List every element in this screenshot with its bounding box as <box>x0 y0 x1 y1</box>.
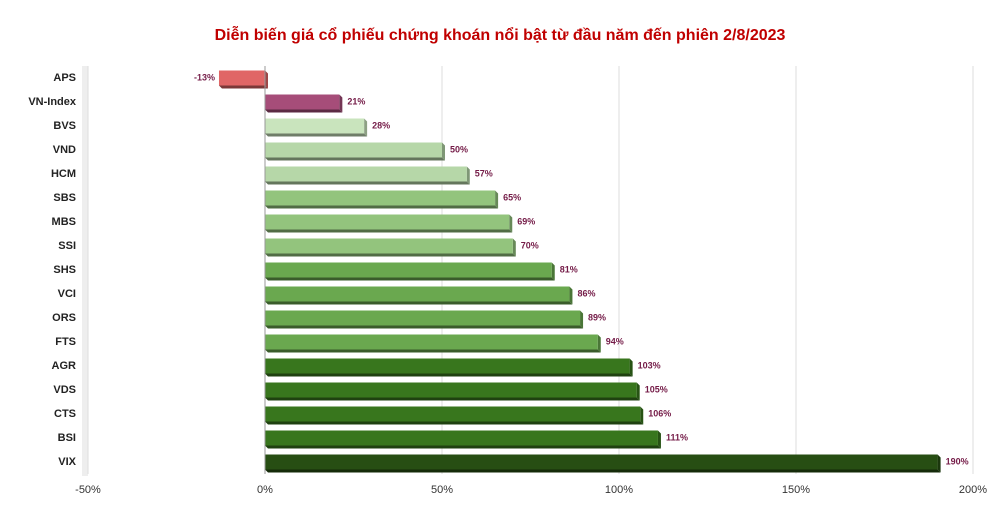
x-tick-label: 200% <box>959 484 987 496</box>
y-tick-label: ORS <box>52 312 76 324</box>
x-tick-label: -50% <box>75 484 101 496</box>
bar <box>265 142 445 161</box>
bar <box>265 406 644 425</box>
y-tick-label: VND <box>53 144 76 156</box>
value-label: 106% <box>648 408 671 418</box>
bar <box>265 238 516 257</box>
bar <box>265 454 941 473</box>
y-tick-label: CTS <box>54 408 76 420</box>
value-label: 81% <box>560 264 578 274</box>
y-tick-label: MBS <box>52 216 76 228</box>
value-label: 50% <box>450 144 468 154</box>
value-label: 94% <box>606 336 624 346</box>
x-tick-label: 50% <box>431 484 453 496</box>
y-tick-label: BVS <box>53 120 76 132</box>
y-tick-label: VCI <box>58 288 76 300</box>
bar <box>265 214 513 233</box>
value-label: 105% <box>645 384 668 394</box>
y-tick-label: BSI <box>58 432 76 444</box>
y-tick-label: AGR <box>52 360 77 372</box>
value-label: 28% <box>372 120 390 130</box>
bar <box>265 190 499 209</box>
bar <box>265 94 343 113</box>
bar <box>265 118 368 137</box>
y-tick-label: VDS <box>53 384 76 396</box>
x-tick-label: 0% <box>257 484 273 496</box>
y-tick-label: HCM <box>51 168 76 180</box>
y-tick-label: VN-Index <box>28 96 77 108</box>
y-tick-label: SBS <box>53 192 76 204</box>
value-label: 65% <box>503 192 521 202</box>
axis-panel <box>82 66 88 476</box>
bar <box>265 334 601 353</box>
bar <box>218 70 268 89</box>
value-label: 57% <box>475 168 493 178</box>
value-label: 69% <box>517 216 535 226</box>
value-label: -13% <box>194 72 215 82</box>
x-tick-label: 100% <box>605 484 633 496</box>
value-label: 21% <box>347 96 365 106</box>
bar <box>265 310 584 329</box>
bar <box>265 286 573 305</box>
y-tick-label: FTS <box>55 336 76 348</box>
value-label: 86% <box>577 288 595 298</box>
x-tick-label: 150% <box>782 484 810 496</box>
bar <box>265 430 661 449</box>
bar <box>265 358 633 377</box>
bar <box>265 262 555 281</box>
value-label: 103% <box>638 360 661 370</box>
value-label: 89% <box>588 312 606 322</box>
bar <box>265 382 640 401</box>
value-label: 70% <box>521 240 539 250</box>
value-label: 111% <box>666 432 688 442</box>
chart-title: Diễn biến giá cổ phiếu chứng khoán nổi b… <box>215 25 786 44</box>
y-tick-label: SHS <box>53 264 76 276</box>
value-label: 190% <box>946 456 969 466</box>
bar <box>265 166 470 185</box>
y-tick-label: SSI <box>58 240 76 252</box>
y-tick-label: APS <box>53 72 76 84</box>
y-tick-label: VIX <box>58 456 76 468</box>
